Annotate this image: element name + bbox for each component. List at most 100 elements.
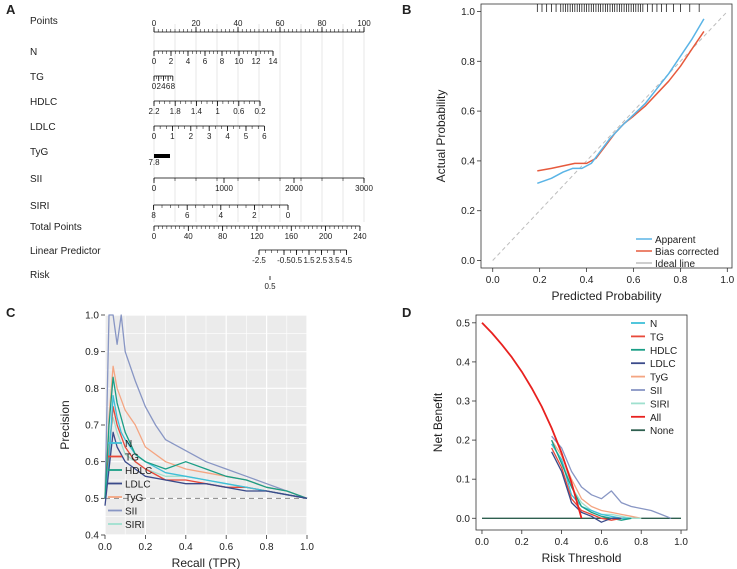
legend-label: Apparent: [655, 235, 696, 246]
nomogram-tick-label: 0.2: [254, 107, 266, 116]
legend-label: SII: [650, 386, 662, 397]
nomogram-tick-label: 10: [235, 57, 244, 66]
nomogram-tick-label: 0: [286, 211, 291, 220]
nomogram-tick-label: 2: [252, 211, 257, 220]
nomogram-tick-label: 8: [171, 82, 176, 91]
legend-label: SII: [125, 507, 137, 518]
y-tick-label: 1.0: [461, 7, 475, 18]
y-tick-label: 0.3: [456, 397, 470, 408]
dca-curve-sii: [551, 435, 672, 519]
pr-curve-sii: [104, 314, 308, 499]
x-tick-label: 0.6: [627, 275, 641, 286]
nomogram-tick-label: 1: [170, 132, 175, 141]
nomogram-tick-label: 4.5: [341, 256, 353, 265]
x-tick-label: 0.8: [673, 275, 687, 286]
nomogram-tick-label: 4: [225, 132, 230, 141]
y-tick-label: 0.0: [461, 256, 475, 267]
nomogram-tick-label: 8: [151, 211, 156, 220]
x-axis-label: Recall (TPR): [172, 556, 241, 569]
nomogram-tick-label: -2.5: [252, 256, 266, 265]
x-tick-label: 1.0: [720, 275, 734, 286]
nomogram-tick-label: 240: [353, 232, 367, 241]
y-tick-label: 0.8: [461, 57, 475, 68]
x-tick-label: 0.8: [634, 537, 648, 548]
series-apparent: [537, 18, 705, 185]
pr-curve-hdlc: [104, 376, 308, 499]
nomogram-row-label: Risk: [30, 270, 50, 281]
y-tick-label: 0.4: [461, 156, 475, 167]
nomogram-tick-label: 1000: [215, 184, 233, 193]
nomogram-tick-label: 3000: [355, 184, 373, 193]
nomogram-tick-label: 100: [357, 19, 371, 28]
nomogram-row-label: SIRI: [30, 201, 49, 212]
legend-label: TG: [125, 453, 139, 464]
nomogram-tyg-bar: [154, 154, 170, 158]
y-tick-label: 0.4: [456, 357, 470, 368]
y-axis-label: Precision: [58, 400, 72, 449]
x-tick-label: 0.4: [179, 542, 193, 553]
panel-label-b: B: [402, 2, 411, 17]
series-bias-corrected: [537, 30, 705, 172]
nomogram-row-label: Points: [30, 16, 58, 27]
dca-curve-ldlc: [551, 451, 622, 523]
legend-label: N: [125, 439, 132, 450]
panel-label-a: A: [6, 2, 16, 17]
nomogram-tick-label: 6: [203, 57, 208, 66]
nomogram-tick-label: 4: [161, 82, 166, 91]
x-tick-label: 1.0: [674, 537, 688, 548]
y-tick-label: 0.5: [456, 318, 470, 329]
x-tick-label: 0.0: [475, 537, 489, 548]
nomogram-tick-label: 80: [318, 19, 327, 28]
nomogram-tick-label: 60: [276, 19, 285, 28]
y-tick-label: 0.9: [85, 347, 99, 358]
legend-label: Ideal line: [655, 259, 695, 270]
legend-label: All: [650, 413, 661, 424]
nomogram-tick-label: 40: [184, 232, 193, 241]
nomogram-tick-label: 0: [152, 57, 157, 66]
plot-frame: [475, 314, 688, 531]
nomogram-tick-label: 40: [234, 19, 243, 28]
x-tick-label: 0.2: [515, 537, 529, 548]
y-tick-label: 0.4: [85, 531, 99, 542]
nomogram-row-label: LDLC: [30, 122, 56, 133]
dca-curve-all: [481, 322, 583, 519]
nomogram-tick-label: 2: [169, 57, 174, 66]
panel-label-c: C: [6, 305, 16, 320]
legend-label: Bias corrected: [655, 247, 719, 258]
nomogram-tick-label: 12: [252, 57, 261, 66]
nomogram-tick-label: 0: [152, 82, 157, 91]
y-tick-label: 0.2: [456, 436, 470, 447]
nomogram-tick-label: 5: [244, 132, 249, 141]
legend-label: None: [650, 426, 674, 437]
x-tick-label: 0.4: [555, 537, 569, 548]
x-axis-label: Predicted Probability: [551, 289, 661, 303]
nomogram-tick-label: 2.5: [316, 256, 328, 265]
nomogram-tick-label: 0: [152, 184, 157, 193]
series-ideal-line: [492, 11, 728, 261]
nomogram-tick-label: 160: [285, 232, 299, 241]
legend-label: SIRI: [125, 520, 144, 531]
x-tick-label: 0.2: [138, 542, 152, 553]
x-tick-label: 0.6: [219, 542, 233, 553]
nomogram-tick-label: 0.5: [264, 282, 276, 291]
nomogram-tick-label: 200: [319, 232, 333, 241]
calibration-panel: 0.0 0.2 0.4 0.6 0.8 1.0 0.0 0.2 0.4 0.6 0.8 1.0 Pred…: [434, 3, 735, 303]
nomogram-tick-label: 0: [152, 19, 157, 28]
y-tick-label: 1.0: [85, 311, 99, 322]
x-tick-label: 0.4: [580, 275, 594, 286]
nomogram-tick-label: 6: [262, 132, 267, 141]
legend-label: TyG: [125, 493, 144, 504]
y-tick-label: 0.5: [85, 494, 99, 505]
pr-curve-n: [104, 395, 308, 499]
legend-label: TyG: [650, 373, 669, 384]
x-axis-label: Risk Threshold: [542, 551, 622, 565]
nomogram-tick-label: 2.2: [148, 107, 160, 116]
nomogram-tick-label: 7.8: [148, 158, 160, 167]
legend-label: SIRI: [650, 399, 669, 410]
precision-recall-panel: 0.0 0.2 0.4 0.6 0.8 1.0 0.4 0.5 0.6 0.7 0.8 0.9 1.0 R…: [58, 311, 314, 569]
nomogram-tick-label: 14: [269, 57, 278, 66]
plot-frame: [480, 3, 733, 269]
nomogram-tick-label: 20: [192, 19, 201, 28]
